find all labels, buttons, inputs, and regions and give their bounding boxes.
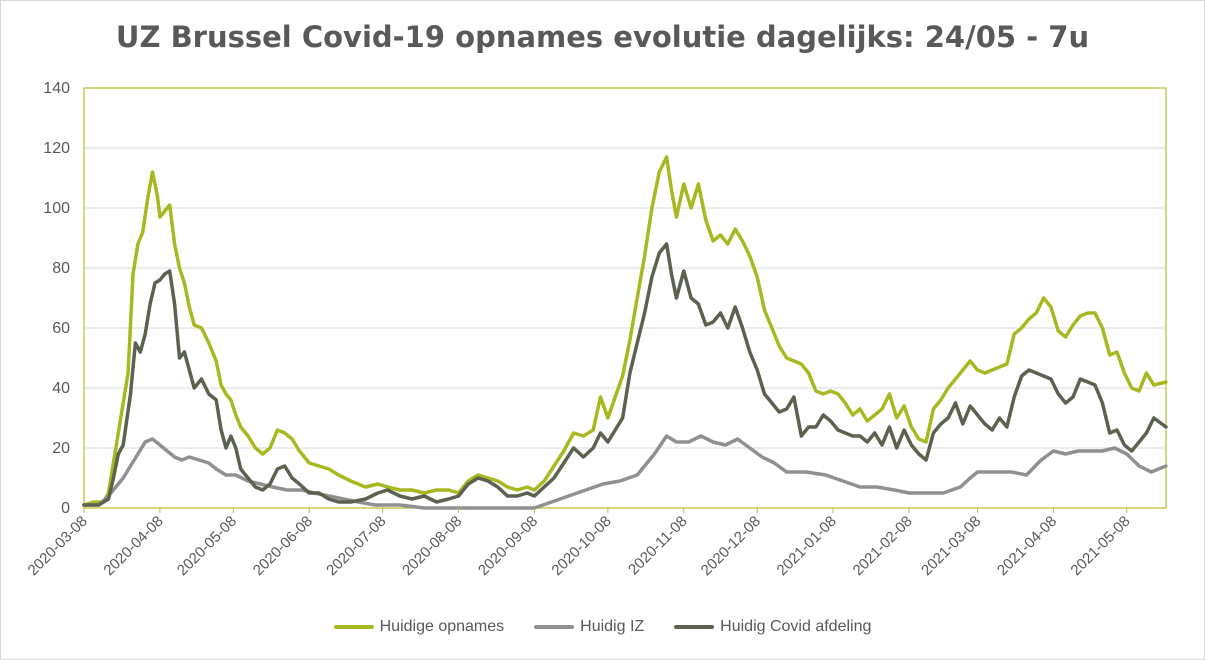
legend-swatch <box>534 625 575 629</box>
x-tick-label: 2020-09-08 <box>475 513 541 579</box>
y-tick-label: 140 <box>43 80 70 97</box>
y-tick-label: 40 <box>52 380 70 397</box>
series-line-huidig-iz <box>82 434 1168 510</box>
y-tick-label: 120 <box>43 140 70 157</box>
legend-item: Huidig IZ <box>534 618 644 636</box>
legend-swatch <box>674 625 715 629</box>
x-tick-label: 2020-04-08 <box>100 513 166 579</box>
y-tick-label: 0 <box>61 500 70 517</box>
x-tick-label: 2020-06-08 <box>250 513 316 579</box>
x-tick-label: 2021-04-08 <box>994 513 1060 579</box>
x-tick-label: 2020-11-08 <box>625 513 690 578</box>
legend-label: Huidig Covid afdeling <box>720 618 872 635</box>
legend-item: Huidig Covid afdeling <box>674 618 871 636</box>
x-tick-label: 2020-05-08 <box>174 513 240 579</box>
x-tick-label: 2020-12-08 <box>698 513 764 579</box>
y-tick-label: 60 <box>52 320 70 337</box>
y-tick-label: 100 <box>43 200 70 217</box>
plot-area-border <box>83 87 1167 509</box>
x-tick-label: 2020-10-08 <box>548 513 614 579</box>
series-line-huidig-covid-afdeling <box>82 242 1168 507</box>
x-axis-ticks: 2020-03-08 2020-04-08 2020-05-08 2020-06-08… <box>25 508 1134 579</box>
chart-title: UZ Brussel Covid-19 opnames evolutie dag… <box>115 20 1090 54</box>
x-tick-label: 2021-03-08 <box>918 513 984 579</box>
series-line-huidige-opnames <box>82 155 1168 507</box>
x-tick-label: 2021-02-08 <box>850 513 916 579</box>
x-tick-label: 2021-05-08 <box>1067 513 1133 579</box>
x-tick-label: 2020-03-08 <box>25 513 91 579</box>
gridlines <box>84 147 1166 449</box>
legend-swatch <box>333 625 374 629</box>
series-lines <box>82 155 1168 510</box>
legend: Huidige opnames Huidig IZ Huidig Covid afd… <box>0 618 1205 636</box>
legend-label: Huidig IZ <box>580 618 645 635</box>
y-tick-label: 80 <box>52 260 70 277</box>
x-tick-label: 2021-01-08 <box>774 513 840 579</box>
x-tick-label: 2020-07-08 <box>323 513 389 579</box>
x-tick-label: 2020-08-08 <box>399 513 465 579</box>
legend-item: Huidige opnames <box>333 618 505 636</box>
y-axis-ticks: 0 20 40 60 80 100 120 140 <box>43 80 70 517</box>
y-tick-label: 20 <box>52 440 70 457</box>
legend-label: Huidige opnames <box>379 618 505 635</box>
